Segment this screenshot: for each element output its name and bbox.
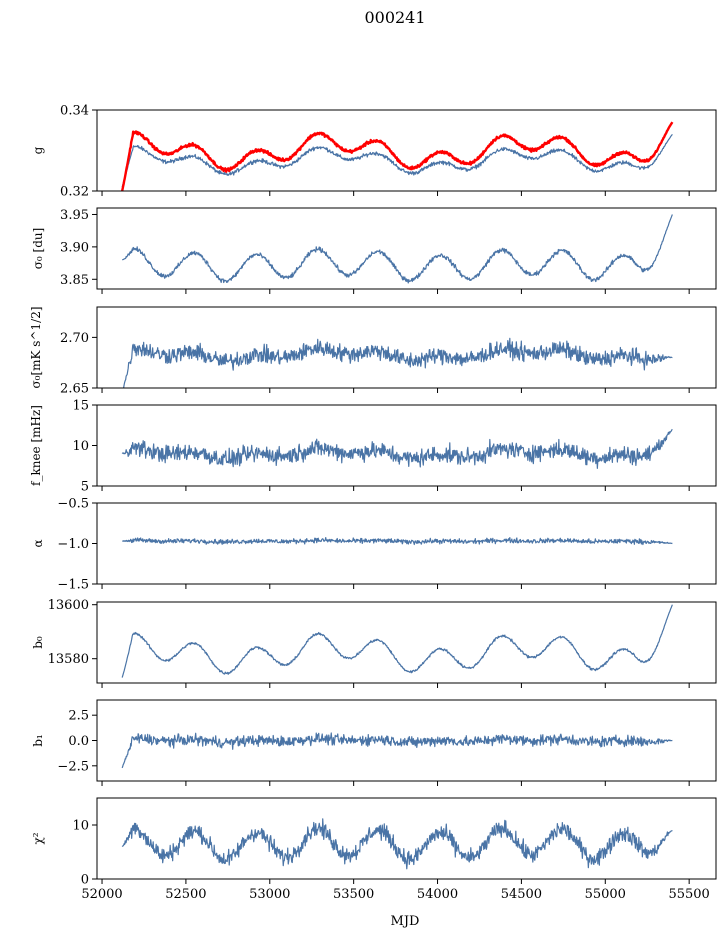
y-tick-label: 3.95 [60,208,89,223]
x-tick-label: 52000 [81,887,122,902]
series-line-4-1 [121,428,673,469]
panel-1: 0.32 0.34 g [31,104,717,200]
series-line-5-1 [122,536,673,546]
panel-2: 3.85 3.90 3.95 σ₀ [du] [31,207,717,294]
y-axis-label: f_knee [mHz] [29,405,43,486]
panels-container: 0.32 0.34 g 3.85 3.90 3.95 σ₀ [du] 2.65 2.70 σ₀[m… [29,104,717,902]
y-tick-label: 13600 [48,598,89,613]
x-tick-label: 53000 [249,887,290,902]
y-axis-label: χ² [31,832,45,844]
x-axis-label: MJD [391,914,420,929]
y-axis-label: b₁ [31,734,45,747]
panel-frame [96,207,717,290]
y-axis-label: g [31,146,45,154]
panel-7: −2.5 0.0 2.5 b₁ [31,699,717,786]
x-tick-label: 55000 [585,887,626,902]
series-line-2-1 [121,214,673,284]
panel-frame [96,109,717,192]
y-tick-label: 0 [81,873,89,888]
y-tick-label: 0.32 [60,185,89,200]
series-line-1-2 [120,121,674,191]
y-axis-label: b₀ [31,636,45,649]
y-tick-label: 0.34 [60,104,89,119]
panel-6: 13580 13600 b₀ [31,598,717,688]
panel-8: 0 10 χ² 52000 52500 53000 53500 54000 54500 55000… [31,797,717,902]
series-line-7-1 [121,732,673,769]
series-line-8-1 [121,818,673,870]
y-tick-label: 10 [72,439,89,454]
series-line-6-1 [121,604,673,678]
y-tick-label: −1.5 [57,578,89,593]
y-tick-label: 15 [72,399,89,414]
y-tick-label: −0.5 [57,497,89,512]
y-tick-label: 13580 [48,652,89,667]
x-tick-label: 55500 [668,887,709,902]
panel-frame [96,601,717,684]
x-tick-label: 53500 [333,887,374,902]
y-tick-label: 0.0 [68,734,89,749]
series-line-1-1 [121,133,673,188]
panel-4: 5 10 15 f_knee [mHz] [29,399,717,495]
y-tick-label: 10 [72,819,89,834]
panel-5: −1.5 −1.0 −0.5 α [31,497,717,593]
y-tick-label: 2.65 [60,382,89,397]
panel-frame [96,306,717,389]
series-line-3-1 [122,337,673,388]
x-tick-label: 52500 [165,887,206,902]
panel-frame [96,404,717,487]
y-axis-label: σ₀[mK s^1/2] [29,306,43,388]
y-tick-label: 5 [81,480,89,495]
x-tick-label: 54000 [417,887,458,902]
y-tick-label: 3.85 [60,273,89,288]
y-axis-label: σ₀ [du] [31,228,45,270]
y-tick-label: 2.5 [68,709,89,724]
x-tick-label: 54500 [501,887,542,902]
y-tick-label: −1.0 [57,537,89,552]
y-tick-label: 3.90 [60,240,89,255]
panel-frame [96,797,717,880]
panel-3: 2.65 2.70 σ₀[mK s^1/2] [29,306,717,397]
y-axis-label: α [31,539,45,547]
y-tick-label: 2.70 [60,331,89,346]
y-tick-label: −2.5 [57,759,89,774]
figure-title: 000241 [364,8,425,27]
